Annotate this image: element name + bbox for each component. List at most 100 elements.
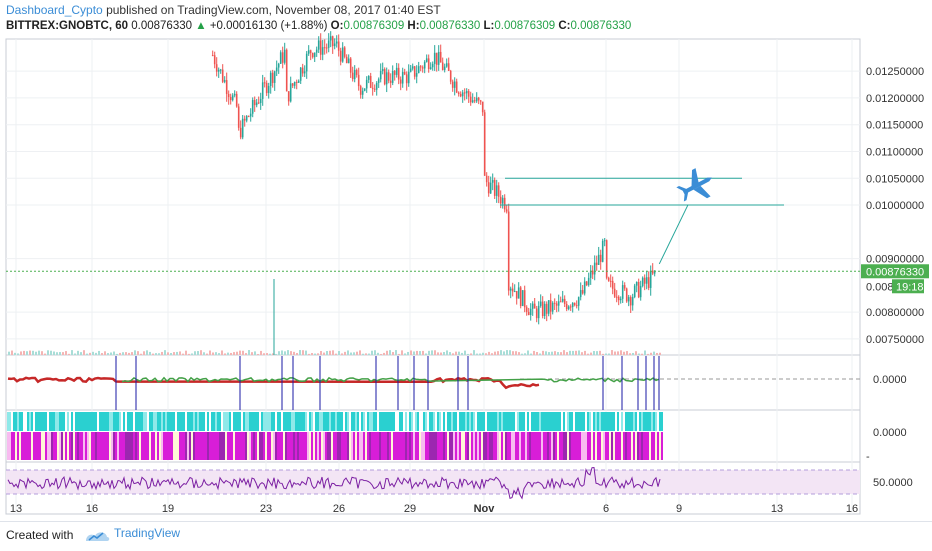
time-axis[interactable]: 13 16 19 23 26 29 Nov 6 9 13 16: [10, 503, 858, 515]
cyan-bar: [141, 412, 143, 431]
cyan-bar: [127, 412, 129, 431]
magenta-bar: [513, 432, 515, 460]
cyan-bar: [269, 412, 271, 431]
candle-body: [563, 298, 566, 304]
volume-bar: [350, 352, 352, 355]
cyan-bar: [177, 412, 179, 431]
magenta-bar: [325, 432, 327, 460]
magenta-bar: [187, 432, 189, 460]
magenta-bar: [323, 432, 325, 460]
candle-body: [319, 40, 322, 55]
volume-bar: [191, 353, 193, 355]
volume-bar: [524, 353, 526, 355]
magenta-bar: [21, 432, 23, 460]
cyan-bar: [39, 412, 41, 431]
cyan-bar: [315, 412, 317, 431]
volume-bar: [269, 353, 271, 355]
volume-bar: [554, 351, 556, 355]
magenta-bar: [291, 432, 293, 460]
cyan-bar: [115, 412, 117, 431]
cyan-bar: [605, 412, 607, 431]
cyan-bar: [257, 412, 259, 431]
magenta-bar: [209, 432, 211, 460]
chart-header: Dashboard_Cypto published on TradingView…: [6, 3, 441, 17]
magenta-bar: [429, 432, 431, 460]
cyan-bar: [243, 412, 245, 431]
candle-body: [507, 211, 510, 291]
volume-bar: [287, 350, 289, 355]
cyan-bar: [631, 412, 633, 431]
volume-bar: [161, 351, 163, 355]
last-price: 0.00876330: [131, 20, 193, 32]
price-chart[interactable]: 0.01250000 0.01200000 0.01150000 0.01100000…: [0, 0, 932, 521]
magenta-bar: [607, 432, 609, 460]
cyan-bar: [377, 412, 379, 431]
volume-bar: [566, 352, 568, 355]
magenta-bar: [633, 432, 635, 460]
magenta-bar: [363, 432, 365, 460]
tradingview-brand[interactable]: TradingView: [114, 526, 181, 540]
cyan-bar: [199, 412, 201, 431]
candle-body: [211, 55, 214, 57]
candle-body: [527, 311, 530, 316]
candle-body: [237, 106, 240, 128]
magenta-bar: [595, 432, 597, 460]
magenta-bar: [99, 432, 101, 460]
cyan-bar: [645, 412, 647, 431]
volume-bar: [482, 352, 484, 355]
candle-body: [481, 101, 484, 113]
magenta-bar: [581, 432, 583, 460]
y-tick-label: 0.01250000: [866, 66, 924, 78]
volume-bar: [110, 352, 112, 355]
volume-bar: [89, 352, 91, 355]
magenta-bar: [193, 432, 195, 460]
cyan-bar: [521, 412, 523, 431]
cyan-bar: [459, 412, 461, 431]
cyan-bar: [603, 412, 605, 431]
volume-bar: [641, 353, 643, 355]
magenta-bar: [303, 432, 305, 460]
cyan-bar: [237, 412, 239, 431]
cyan-bar: [463, 412, 465, 431]
candle-body: [531, 303, 534, 309]
candle-body: [371, 87, 374, 89]
candle-body: [493, 179, 496, 196]
candle-body: [429, 67, 432, 70]
volume-bar: [32, 350, 34, 355]
magenta-bar: [537, 432, 539, 460]
magenta-bar: [473, 432, 475, 460]
volume-bar: [506, 350, 508, 355]
price-axis[interactable]: 0.01250000 0.01200000 0.01150000 0.01100000…: [861, 66, 929, 489]
magenta-bar: [649, 432, 651, 460]
candle-body: [253, 100, 256, 106]
candle-body: [629, 297, 632, 306]
cyan-bar: [551, 412, 553, 431]
volume-bar: [452, 353, 454, 355]
volume-bar: [638, 353, 640, 355]
magenta-bar: [503, 432, 505, 460]
author-link[interactable]: Dashboard_Cypto: [6, 3, 103, 17]
magenta-bar: [655, 432, 657, 460]
main-pane[interactable]: [5, 38, 861, 356]
candle-body: [465, 91, 468, 94]
volume-bar: [422, 350, 424, 355]
candle-body: [647, 277, 650, 288]
volume-bar: [236, 351, 238, 355]
volume-bar: [29, 350, 31, 355]
volume-bar: [227, 352, 229, 355]
volume-bar: [23, 350, 25, 355]
magenta-bar: [539, 432, 541, 460]
candle-body: [407, 71, 410, 84]
cyan-bar: [587, 412, 589, 431]
magenta-bar: [235, 432, 237, 460]
magenta-bar: [359, 432, 361, 460]
magenta-bar: [105, 432, 107, 460]
volume-bar: [599, 350, 601, 355]
magenta-bar: [279, 432, 281, 460]
cyan-bar: [241, 412, 243, 431]
volume-bar: [587, 353, 589, 355]
candle-body: [277, 63, 280, 68]
cyan-bar: [365, 412, 367, 431]
magenta-bar: [15, 432, 17, 460]
magenta-bar: [147, 432, 149, 460]
